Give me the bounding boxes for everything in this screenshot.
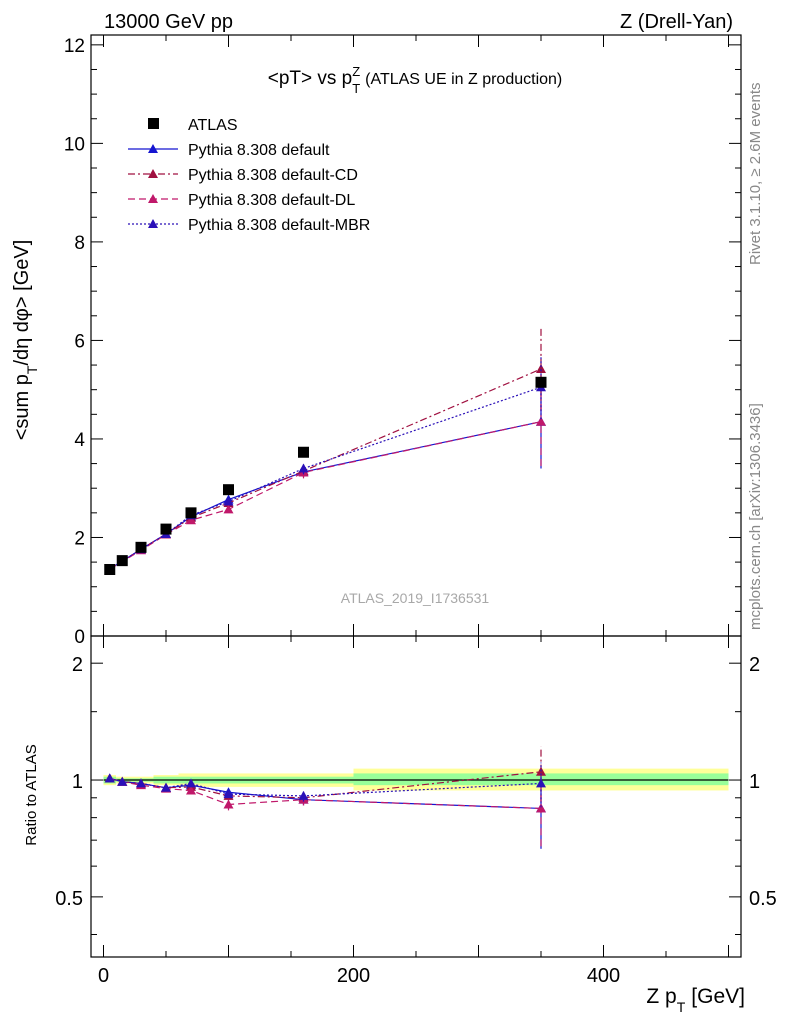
analysis-watermark: ATLAS_2019_I1736531 — [341, 590, 490, 606]
point-default_dl — [536, 416, 546, 426]
ratio-point-default_mbr — [223, 789, 234, 799]
x-tick-label: 0 — [98, 965, 109, 987]
ratio-point-default_dl — [536, 803, 546, 813]
main-y-tick-label: 6 — [74, 331, 85, 352]
ratio-point-default_dl — [223, 799, 234, 809]
plot-title: <pT> vs pTZ (ATLAS UE in Z production) — [268, 64, 563, 96]
ratio-point-default_dl — [186, 785, 196, 795]
ratio-point-default_mbr — [117, 776, 128, 786]
point-data — [104, 563, 116, 575]
ratio-point-default_mbr — [161, 782, 171, 792]
ratio-line-default_mbr — [109, 777, 542, 797]
legend: ATLAS Pythia 8.308 default Pythia 8.308 de… — [128, 117, 370, 234]
series-line-default_mbr — [109, 386, 542, 570]
legend-marker-default_cd — [148, 169, 158, 178]
ratio-y-tick-label-right: 1 — [749, 771, 760, 793]
x-axis-label: Z pT [GeV] — [646, 985, 745, 1015]
main-y-tick-label: 10 — [64, 134, 85, 155]
main-series-layer — [104, 327, 547, 575]
ratio-y-tick-label-right: 2 — [749, 654, 760, 676]
legend-label: Pythia 8.308 default — [188, 142, 330, 159]
legend-label: Pythia 8.308 default-DL — [188, 192, 355, 209]
point-data — [298, 446, 309, 458]
legend-marker-data — [148, 118, 159, 129]
point-default_dl — [186, 515, 196, 525]
main-y-tick-label: 0 — [74, 627, 85, 648]
legend-label: Pythia 8.308 default-MBR — [188, 217, 370, 234]
ratio-y-tick-label: 1 — [72, 771, 83, 793]
ratio-y-tick-label: 2 — [72, 654, 83, 676]
legend-marker-default — [148, 144, 158, 153]
point-data — [116, 555, 128, 567]
ratio-y-tick-label: 0.5 — [55, 888, 83, 910]
series-line-default_cd — [109, 368, 542, 570]
ratio-point-default_mbr — [136, 778, 146, 788]
legend-label: Pythia 8.308 default-CD — [188, 167, 358, 184]
ratio-y-tick-label-right: 0.5 — [749, 888, 777, 910]
legend-label: ATLAS — [188, 117, 238, 134]
point-default_dl — [223, 504, 234, 514]
point-data — [135, 541, 147, 553]
ratio-point-default_mbr — [298, 790, 309, 800]
main-y-axis-label: <sum pT/dη dφ> [GeV] — [11, 240, 40, 441]
point-data — [223, 484, 234, 496]
ratio-point-default_mbr — [104, 773, 115, 783]
ratio-axes-box — [90, 635, 742, 958]
mcplots-label: mcplots.cern.ch [arXiv:1306.3436] — [747, 403, 764, 630]
point-default_mbr — [223, 496, 234, 506]
point-data — [160, 523, 172, 535]
main-plot-frame: 0 2 4 6 8 10 12 — [64, 34, 742, 648]
point-data — [185, 507, 197, 519]
ratio-point-default_mbr — [186, 778, 196, 788]
energy-label: 13000 GeV pp — [104, 11, 233, 33]
series-line-default_dl — [109, 421, 542, 570]
ratio-plot-frame: 0.5 0.5 1 1 2 2 0 200 400 — [55, 635, 777, 987]
main-y-tick-label: 2 — [74, 528, 85, 549]
main-y-tick-label: 12 — [64, 36, 85, 57]
process-label: Z (Drell-Yan) — [620, 11, 733, 33]
ratio-point-default_mbr — [536, 778, 546, 788]
point-data — [535, 376, 547, 388]
main-y-tick-label: 4 — [74, 430, 85, 451]
rivet-label: Rivet 3.1.10, ≥ 2.6M events — [747, 83, 764, 266]
legend-marker-default_mbr — [148, 219, 158, 228]
x-tick-label: 400 — [587, 965, 620, 987]
point-default_mbr — [298, 463, 309, 473]
ratio-series-layer — [104, 746, 546, 849]
series-line-default — [109, 421, 542, 570]
x-tick-label: 200 — [337, 965, 370, 987]
ratio-uncertainty-bands — [103, 768, 729, 791]
ratio-y-axis-label: Ratio to ATLAS — [23, 744, 40, 845]
main-y-tick-label: 8 — [74, 233, 85, 254]
point-default_cd — [536, 363, 546, 373]
legend-marker-default_dl — [148, 194, 158, 203]
